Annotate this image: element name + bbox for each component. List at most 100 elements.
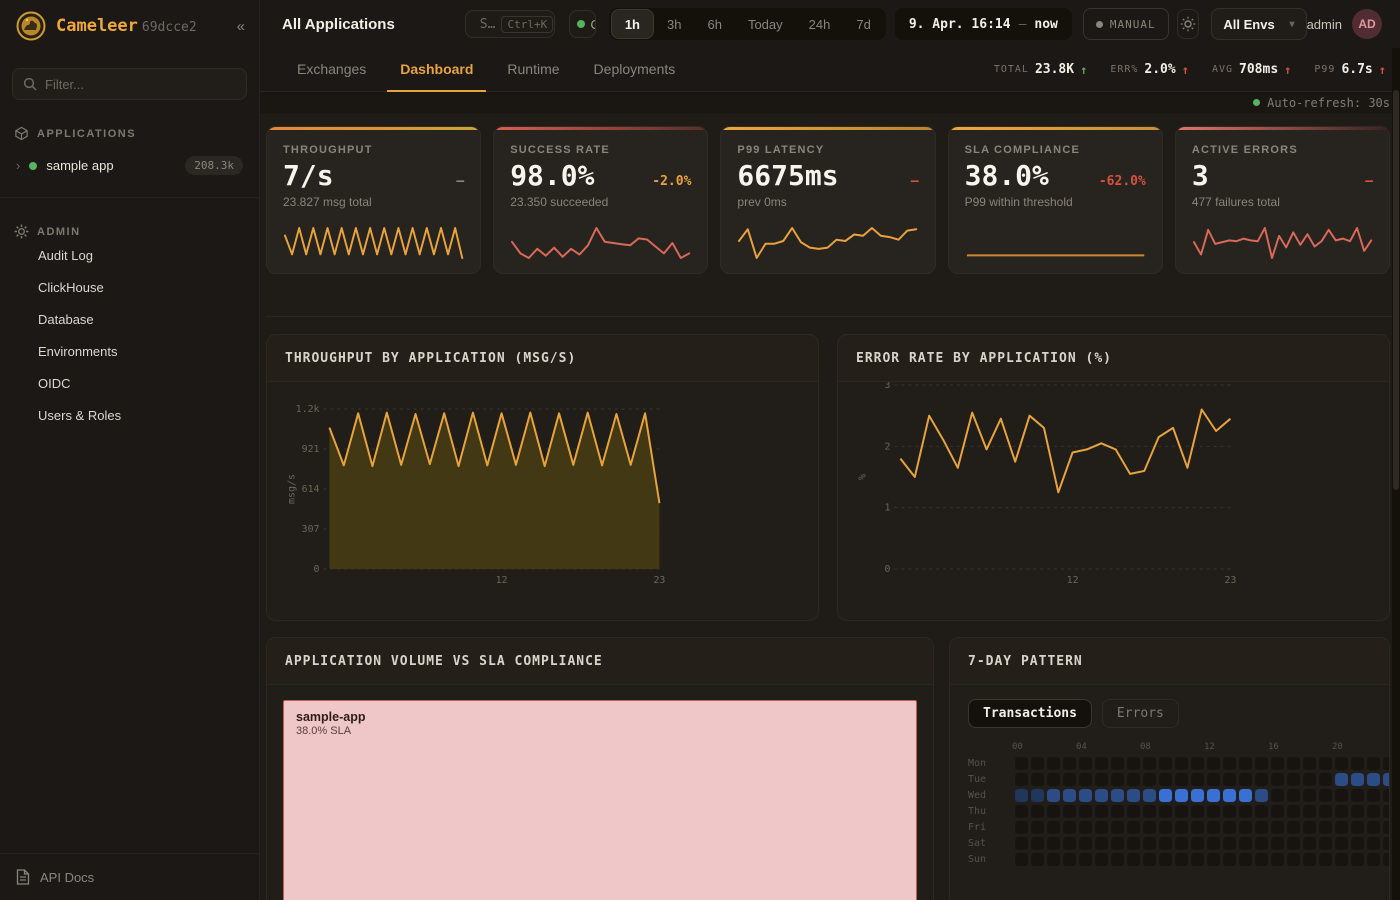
svg-text:307: 307 xyxy=(302,524,320,535)
heatmap-cell xyxy=(1335,789,1348,802)
dashboard-content: THROUGHPUT 7/s – 23.827 msg total SUCCESS RA… xyxy=(260,113,1400,900)
heatmap-cell xyxy=(1223,789,1236,802)
throughput-chart-panel: THROUGHPUT BY APPLICATION (MSG/S) 0 307 61… xyxy=(266,334,819,621)
manual-refresh-button[interactable]: MANUAL xyxy=(1082,8,1169,40)
heatmap-cell xyxy=(1255,821,1268,834)
heatmap-cell xyxy=(1191,757,1204,770)
kpi-value: 38.0% xyxy=(964,159,1049,192)
sidebar-item-database[interactable]: Database xyxy=(38,312,94,327)
heatmap-cell xyxy=(1367,773,1380,786)
tab-dashboard[interactable]: Dashboard xyxy=(387,48,487,92)
sidebar-item-clickhouse[interactable]: ClickHouse xyxy=(38,280,104,295)
day-label: Sun xyxy=(968,854,987,865)
sidebar-item-audit-log[interactable]: Audit Log xyxy=(38,248,93,263)
heatmap-cell xyxy=(1063,773,1076,786)
heatmap-cell xyxy=(1383,757,1389,770)
treemap-tile-sample-app[interactable]: sample-app 38.0% SLA xyxy=(283,700,917,900)
pattern-tab-errors[interactable]: Errors xyxy=(1101,699,1179,728)
heatmap-cell xyxy=(1031,805,1044,818)
charts-row: THROUGHPUT BY APPLICATION (MSG/S) 0 307 61… xyxy=(266,334,1394,621)
kpi-card-p99-latency: P99 LATENCY 6675ms – prev 0ms xyxy=(720,126,936,274)
range-button-today[interactable]: Today xyxy=(735,8,796,40)
day-label: Wed xyxy=(968,790,987,801)
kpi-accent-bar xyxy=(721,127,935,130)
hour-label: 16 xyxy=(1268,742,1279,752)
pattern-tab-transactions[interactable]: Transactions xyxy=(968,699,1092,728)
heatmap-cell xyxy=(1351,853,1364,866)
range-button-7d[interactable]: 7d xyxy=(843,8,883,40)
range-button-24h[interactable]: 24h xyxy=(796,8,844,40)
heatmap-cell xyxy=(1047,757,1060,770)
hour-label xyxy=(1348,742,1361,752)
heatmap-cell xyxy=(1079,853,1092,866)
heatmap-cell xyxy=(1319,853,1332,866)
sidebar-item-users-roles[interactable]: Users & Roles xyxy=(38,408,122,423)
date-range-picker[interactable]: 9. Apr. 16:14 — now xyxy=(894,8,1072,40)
sidebar-item-oidc[interactable]: OIDC xyxy=(38,376,71,391)
heatmap-cell xyxy=(1367,789,1380,802)
heatmap-cell xyxy=(1047,821,1060,834)
heatmap-cell xyxy=(1223,757,1236,770)
api-docs-link[interactable]: API Docs xyxy=(0,854,259,900)
theme-toggle-button[interactable] xyxy=(1176,9,1200,39)
page-title: All Applications xyxy=(282,15,395,33)
avatar[interactable]: AD xyxy=(1352,9,1382,39)
heatmap-cell xyxy=(1335,757,1348,770)
heatmap-cell xyxy=(1127,757,1140,770)
heatmap-cell xyxy=(1271,773,1284,786)
heatmap-cell xyxy=(1239,853,1252,866)
arrow-up-icon: ↑ xyxy=(1080,62,1088,77)
heatmap-cell xyxy=(1255,837,1268,850)
heatmap-row-sun: Sun xyxy=(968,853,1389,866)
kpi-sparkline xyxy=(283,227,464,259)
heatmap-cell xyxy=(1271,853,1284,866)
document-icon xyxy=(16,869,30,885)
live-status-button[interactable]: O xyxy=(569,10,596,38)
collapse-sidebar-icon[interactable]: « xyxy=(236,17,245,35)
heatmap-cell xyxy=(1223,773,1236,786)
kpi-delta: – xyxy=(1365,174,1374,189)
hour-label: 04 xyxy=(1076,742,1087,752)
sidebar-item-environments[interactable]: Environments xyxy=(38,344,118,359)
range-button-3h[interactable]: 3h xyxy=(654,8,694,40)
heatmap-cell xyxy=(1079,805,1092,818)
stat-label: ERR% xyxy=(1110,64,1139,75)
scrollbar-track[interactable] xyxy=(1392,48,1400,900)
range-button-1h[interactable]: 1h xyxy=(610,9,654,39)
heatmap-cell xyxy=(1095,821,1108,834)
heatmap-cell xyxy=(1127,773,1140,786)
tab-exchanges[interactable]: Exchanges xyxy=(297,61,367,77)
chevron-down-icon: ▾ xyxy=(1289,18,1295,30)
tabs-row: Exchanges Dashboard Runtime Deployments TOT… xyxy=(260,48,1400,92)
sidebar-divider xyxy=(0,197,259,198)
expand-chevron-icon[interactable]: › xyxy=(16,158,21,173)
day-label: Sat xyxy=(968,838,987,849)
scrollbar-thumb[interactable] xyxy=(1393,90,1399,490)
kpi-value-row: 7/s – xyxy=(283,159,464,192)
heatmap-cell xyxy=(1111,821,1124,834)
heatmap-row-tue: Tue xyxy=(968,773,1389,786)
global-search-input[interactable]: S… Ctrl+K xyxy=(464,10,556,38)
heatmap-cell xyxy=(1335,821,1348,834)
panel-title: APPLICATION VOLUME VS SLA COMPLIANCE xyxy=(285,653,603,669)
refresh-dot-icon xyxy=(1253,99,1261,106)
environment-select[interactable]: All Envs ▾ xyxy=(1211,8,1307,40)
kpi-value: 6675ms xyxy=(737,159,839,192)
tab-deployments[interactable]: Deployments xyxy=(593,61,676,77)
heatmap-cell xyxy=(1319,805,1332,818)
heatmap-cell xyxy=(1319,789,1332,802)
sidebar-filter[interactable] xyxy=(12,68,247,100)
heatmap-cell xyxy=(1127,837,1140,850)
kpi-sparkline xyxy=(738,227,918,259)
treemap-body: sample-app 38.0% SLA xyxy=(267,685,933,900)
date-separator: — xyxy=(1018,16,1027,32)
hour-label xyxy=(1172,742,1185,752)
filter-input[interactable] xyxy=(45,76,236,92)
kpi-delta: – xyxy=(910,174,919,189)
heatmap-row-wed: Wed xyxy=(968,789,1389,802)
range-button-6h[interactable]: 6h xyxy=(694,8,734,40)
day-label: Fri xyxy=(968,822,987,833)
sidebar-item-sample-app[interactable]: › sample app 208.3k xyxy=(6,149,253,182)
admin-section-label: ADMIN xyxy=(37,225,81,238)
tab-runtime[interactable]: Runtime xyxy=(507,61,560,77)
